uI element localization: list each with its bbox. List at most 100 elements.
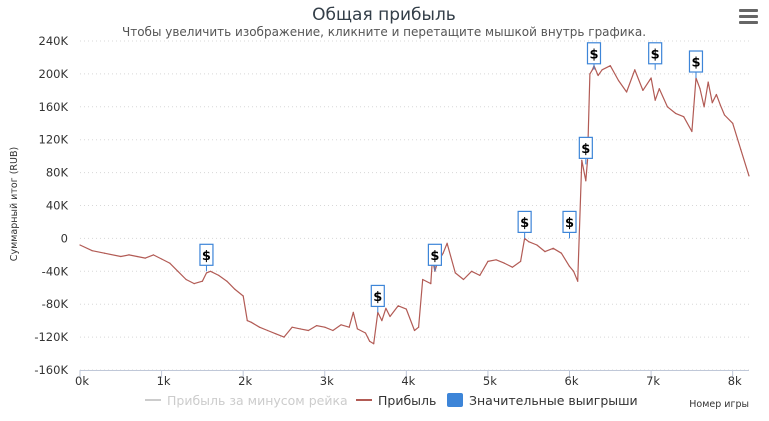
data-point bbox=[422, 278, 424, 281]
marker-box[interactable] bbox=[648, 42, 663, 65]
x-axis-ticks: 0k 1k 2k 3k 4k 5k 6k 7k 8k bbox=[75, 370, 742, 388]
big-win-marker[interactable]: $ bbox=[688, 50, 704, 79]
x-tick-label: 0k bbox=[75, 374, 89, 388]
x-tick-label: 2k bbox=[238, 374, 252, 388]
marker-dollar-label: $ bbox=[202, 249, 211, 264]
data-point bbox=[152, 254, 154, 256]
data-point bbox=[205, 272, 208, 274]
marker-box[interactable] bbox=[586, 42, 602, 65]
data-point bbox=[528, 241, 530, 243]
big-win-marker[interactable]: $ bbox=[427, 243, 442, 272]
big-win-marker[interactable]: $ bbox=[648, 42, 663, 70]
marker-dollar-label: $ bbox=[430, 249, 439, 264]
data-point bbox=[369, 340, 371, 342]
data-point bbox=[267, 329, 269, 332]
y-tick-label: -160K bbox=[34, 363, 68, 377]
data-point bbox=[299, 328, 301, 330]
y-tick-label: 120K bbox=[39, 133, 69, 147]
data-point bbox=[307, 329, 309, 332]
data-point bbox=[601, 69, 603, 71]
big-win-marker[interactable]: $ bbox=[586, 42, 602, 70]
y-tick-label: 240K bbox=[39, 34, 69, 48]
x-tick-label: 4k bbox=[401, 374, 415, 388]
data-point bbox=[381, 320, 383, 322]
hamburger-menu-icon[interactable] bbox=[736, 7, 762, 27]
data-point bbox=[675, 112, 677, 114]
legend-item-profit[interactable]: Прибыль bbox=[356, 393, 436, 408]
data-point bbox=[356, 328, 358, 330]
data-point bbox=[711, 102, 713, 104]
data-point bbox=[683, 116, 685, 118]
marker-dollar-label: $ bbox=[651, 47, 660, 62]
y-tick-label: 160K bbox=[39, 100, 69, 114]
data-point bbox=[495, 259, 497, 261]
legend-item-net-profit[interactable]: Прибыль за минусом рейка bbox=[145, 393, 348, 408]
y-tick-label: 200K bbox=[39, 67, 69, 81]
legend-label-net-profit[interactable]: Прибыль за минусом рейка bbox=[167, 393, 348, 408]
data-point bbox=[703, 106, 705, 108]
legend-label-profit[interactable]: Прибыль bbox=[378, 393, 436, 408]
marker-box[interactable] bbox=[578, 136, 593, 159]
marker-box[interactable] bbox=[370, 284, 385, 308]
data-point bbox=[581, 159, 583, 161]
marker-box[interactable] bbox=[199, 243, 214, 266]
data-point bbox=[707, 81, 709, 83]
marker-box[interactable] bbox=[688, 50, 704, 73]
data-point bbox=[209, 270, 212, 272]
data-point bbox=[169, 262, 171, 264]
data-point bbox=[161, 258, 163, 260]
x-tick-label: 3k bbox=[320, 374, 334, 388]
y-tick-label: -120K bbox=[34, 330, 68, 344]
data-point bbox=[201, 280, 203, 282]
menu-bar-2 bbox=[739, 15, 758, 18]
data-point bbox=[654, 99, 656, 101]
data-point bbox=[103, 252, 106, 254]
legend-label-big-wins[interactable]: Значительные выигрыши bbox=[469, 393, 638, 408]
data-point bbox=[442, 252, 444, 254]
marker-dollar-label: $ bbox=[373, 290, 382, 305]
x-tick-label: 6k bbox=[565, 374, 579, 388]
data-point bbox=[385, 307, 387, 309]
data-point bbox=[560, 252, 563, 254]
data-point bbox=[91, 250, 93, 252]
data-point bbox=[389, 315, 391, 318]
y-axis-ticks: -160K -120K -80K -40K 0 40K 80K 120K 160K 200K 240… bbox=[34, 34, 68, 377]
legend[interactable]: Прибыль за минусом рейка Прибыль Значите… bbox=[145, 393, 638, 408]
markers-layer[interactable]: $ $ $ $ $ $ $ $ $ bbox=[199, 42, 704, 313]
data-point bbox=[446, 242, 448, 244]
data-point bbox=[536, 244, 538, 246]
big-win-marker[interactable]: $ bbox=[199, 243, 214, 272]
x-tick-label: 8k bbox=[728, 374, 742, 388]
menu-bar-3 bbox=[739, 21, 758, 24]
data-point bbox=[634, 69, 636, 71]
data-point bbox=[544, 251, 546, 253]
marker-box[interactable] bbox=[562, 210, 577, 233]
y-tick-label: -80K bbox=[42, 297, 69, 311]
data-point bbox=[275, 333, 277, 335]
marker-dollar-label: $ bbox=[565, 216, 574, 231]
big-win-marker[interactable]: $ bbox=[517, 210, 532, 239]
data-point bbox=[413, 329, 416, 332]
marker-box[interactable] bbox=[517, 210, 532, 233]
data-point bbox=[650, 77, 652, 79]
marker-box[interactable] bbox=[427, 243, 442, 266]
legend-item-big-wins[interactable]: Значительные выигрыши bbox=[447, 393, 638, 408]
big-win-marker[interactable]: $ bbox=[578, 136, 593, 165]
data-point bbox=[626, 91, 628, 93]
data-point bbox=[617, 79, 620, 82]
big-win-marker[interactable]: $ bbox=[562, 210, 577, 239]
data-point bbox=[748, 175, 750, 177]
data-point bbox=[246, 320, 248, 322]
data-point bbox=[609, 65, 611, 67]
data-point bbox=[479, 274, 481, 276]
data-point bbox=[487, 260, 489, 262]
data-point bbox=[511, 266, 513, 268]
data-point bbox=[642, 89, 644, 91]
y-tick-label: -40K bbox=[42, 264, 69, 278]
data-point bbox=[120, 255, 122, 258]
y-tick-label: 40K bbox=[46, 199, 69, 213]
data-point bbox=[324, 326, 326, 328]
data-point bbox=[177, 270, 179, 272]
big-win-marker[interactable]: $ bbox=[370, 284, 385, 313]
